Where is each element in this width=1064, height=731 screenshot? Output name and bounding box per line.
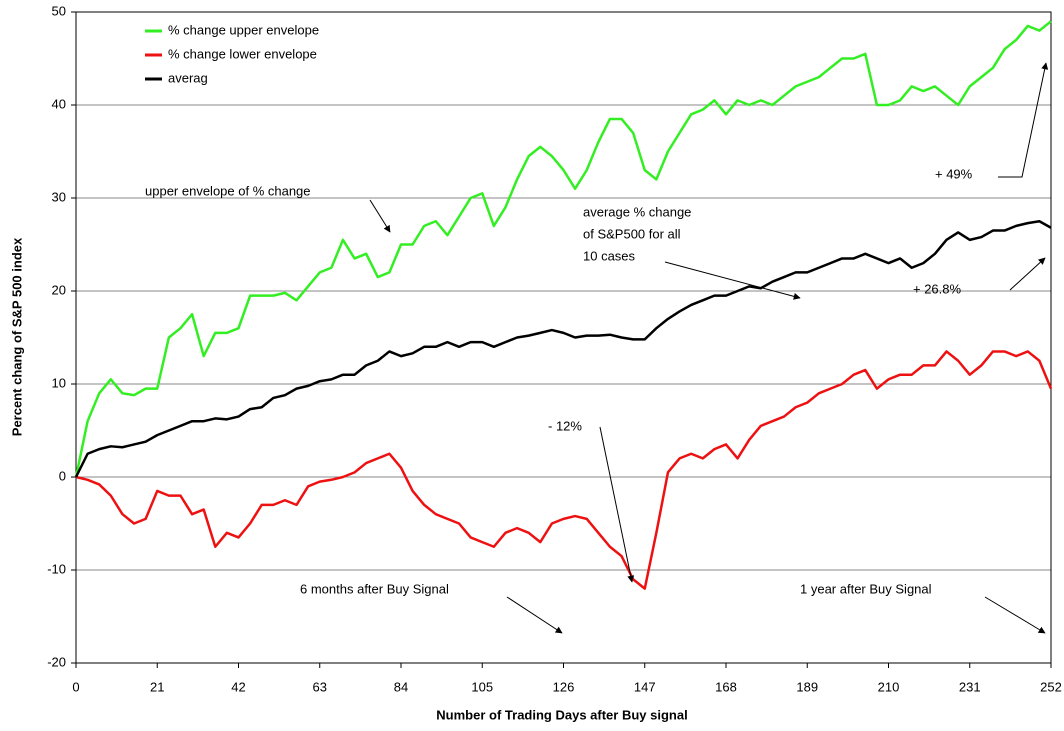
annotation: average % change [583, 204, 691, 219]
x-tick-label: 210 [878, 679, 900, 694]
arrow [664, 261, 801, 300]
y-tick-label: 30 [52, 189, 66, 204]
annotation: 1 year after Buy Signal [800, 581, 932, 596]
annotation: of S&P500 for all [583, 226, 681, 241]
x-tick-label: 189 [796, 679, 818, 694]
x-tick-label: 126 [553, 679, 575, 694]
x-tick-label: 147 [634, 679, 656, 694]
y-tick-label: 10 [52, 375, 66, 390]
arrow [984, 596, 1046, 634]
annotation: upper envelope of % change [145, 183, 311, 198]
y-tick-label: 50 [52, 3, 66, 18]
annotation: 10 cases [583, 248, 636, 263]
annotation: + 49% [935, 166, 973, 181]
annotation: 6 months after Buy Signal [300, 581, 449, 596]
legend-label: averag [168, 70, 208, 85]
x-axis-label: Number of Trading Days after Buy signal [436, 707, 687, 722]
legend-label: % change upper envelope [168, 22, 319, 37]
y-tick-label: -20 [47, 654, 66, 669]
arrow [506, 596, 563, 634]
x-tick-label: 63 [313, 679, 327, 694]
x-tick-label: 252 [1040, 679, 1062, 694]
series-line [74, 20, 1052, 478]
x-tick-label: 105 [471, 679, 493, 694]
x-tick-label: 0 [72, 679, 79, 694]
x-tick-label: 42 [231, 679, 245, 694]
arrow [369, 199, 391, 233]
arrow [1009, 257, 1046, 291]
y-tick-label: 0 [59, 468, 66, 483]
plot-border [75, 11, 1052, 664]
x-tick-label: 168 [715, 679, 737, 694]
arrow [599, 426, 635, 583]
legend-label: % change lower envelope [168, 46, 317, 61]
annotation: + 26.8% [913, 281, 962, 296]
y-tick-label: 40 [52, 96, 66, 111]
x-tick-label: 231 [959, 679, 981, 694]
y-axis-label: Percent chang of S&P 500 index [9, 237, 24, 436]
series-line [75, 350, 1053, 590]
arrow [998, 62, 1049, 178]
annotation: - 12% [548, 418, 582, 433]
x-tick-label: 21 [150, 679, 164, 694]
series-line [74, 220, 1052, 478]
x-tick-label: 84 [394, 679, 408, 694]
y-tick-label: -10 [47, 561, 66, 576]
y-tick-label: 20 [52, 282, 66, 297]
